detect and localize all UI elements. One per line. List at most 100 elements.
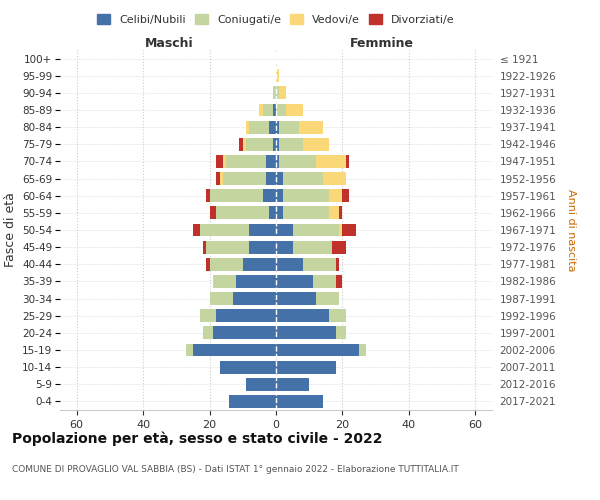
Bar	[336, 275, 343, 288]
Bar	[283, 172, 323, 185]
Bar	[203, 240, 206, 254]
Bar	[276, 240, 293, 254]
Bar	[209, 190, 263, 202]
Bar	[209, 258, 243, 270]
Bar	[229, 395, 276, 408]
Bar	[220, 172, 223, 185]
Bar	[276, 275, 313, 288]
Bar	[246, 378, 276, 390]
Bar	[276, 326, 336, 340]
Bar	[346, 155, 349, 168]
Bar	[293, 224, 339, 236]
Bar	[276, 378, 309, 390]
Bar	[213, 326, 276, 340]
Bar	[200, 224, 250, 236]
Bar	[329, 206, 339, 220]
Bar	[293, 240, 332, 254]
Bar	[206, 190, 209, 202]
Bar	[216, 310, 276, 322]
Bar	[276, 104, 286, 117]
Bar	[276, 190, 283, 202]
Bar	[200, 310, 216, 322]
Bar	[269, 206, 276, 220]
Bar	[239, 138, 243, 150]
Bar	[276, 206, 283, 220]
Bar	[339, 224, 343, 236]
Text: Popolazione per età, sesso e stato civile - 2022: Popolazione per età, sesso e stato civil…	[12, 431, 383, 446]
Bar	[206, 258, 209, 270]
Bar	[343, 190, 349, 202]
Bar	[280, 155, 316, 168]
Bar	[223, 155, 226, 168]
Bar	[243, 138, 246, 150]
Bar	[226, 155, 266, 168]
Bar	[272, 138, 276, 150]
Bar	[332, 240, 346, 254]
Bar	[246, 120, 250, 134]
Bar	[236, 275, 276, 288]
Bar	[266, 172, 276, 185]
Bar	[343, 224, 356, 236]
Bar	[246, 138, 272, 150]
Bar	[276, 395, 323, 408]
Bar	[276, 70, 280, 82]
Bar	[276, 310, 329, 322]
Bar	[313, 275, 336, 288]
Bar	[316, 155, 346, 168]
Y-axis label: Anni di nascita: Anni di nascita	[566, 188, 576, 271]
Bar	[283, 206, 329, 220]
Bar	[299, 120, 323, 134]
Bar	[276, 292, 316, 305]
Bar	[283, 190, 329, 202]
Bar	[276, 138, 280, 150]
Bar	[206, 240, 250, 254]
Bar	[302, 138, 329, 150]
Bar	[266, 155, 276, 168]
Bar	[302, 258, 336, 270]
Bar	[233, 292, 276, 305]
Bar	[329, 310, 346, 322]
Y-axis label: Fasce di età: Fasce di età	[4, 192, 17, 268]
Bar	[280, 86, 286, 100]
Bar	[250, 120, 269, 134]
Bar	[276, 86, 280, 100]
Bar	[359, 344, 366, 356]
Bar	[336, 326, 346, 340]
Bar	[259, 104, 263, 117]
Bar	[269, 120, 276, 134]
Bar	[250, 240, 276, 254]
Bar	[276, 258, 302, 270]
Bar	[223, 172, 266, 185]
Bar	[186, 344, 193, 356]
Bar	[316, 292, 339, 305]
Bar	[209, 292, 233, 305]
Bar	[220, 360, 276, 374]
Bar	[280, 120, 299, 134]
Legend: Celibi/Nubili, Coniugati/e, Vedovi/e, Divorziati/e: Celibi/Nubili, Coniugati/e, Vedovi/e, Di…	[94, 10, 458, 28]
Bar	[276, 120, 280, 134]
Bar	[209, 206, 216, 220]
Bar	[203, 326, 213, 340]
Bar	[213, 275, 236, 288]
Bar	[276, 344, 359, 356]
Text: COMUNE DI PROVAGLIO VAL SABBIA (BS) - Dati ISTAT 1° gennaio 2022 - Elaborazione : COMUNE DI PROVAGLIO VAL SABBIA (BS) - Da…	[12, 466, 459, 474]
Bar	[336, 258, 339, 270]
Bar	[263, 190, 276, 202]
Bar	[216, 155, 223, 168]
Bar	[280, 138, 302, 150]
Bar	[216, 172, 220, 185]
Bar	[193, 224, 200, 236]
Bar	[276, 172, 283, 185]
Bar	[286, 104, 302, 117]
Bar	[323, 172, 346, 185]
Bar	[276, 360, 336, 374]
Bar	[272, 86, 276, 100]
Text: Femmine: Femmine	[350, 36, 415, 50]
Bar	[193, 344, 276, 356]
Bar	[250, 224, 276, 236]
Bar	[339, 206, 343, 220]
Bar	[276, 155, 280, 168]
Bar	[329, 190, 343, 202]
Bar	[272, 104, 276, 117]
Text: Maschi: Maschi	[145, 36, 194, 50]
